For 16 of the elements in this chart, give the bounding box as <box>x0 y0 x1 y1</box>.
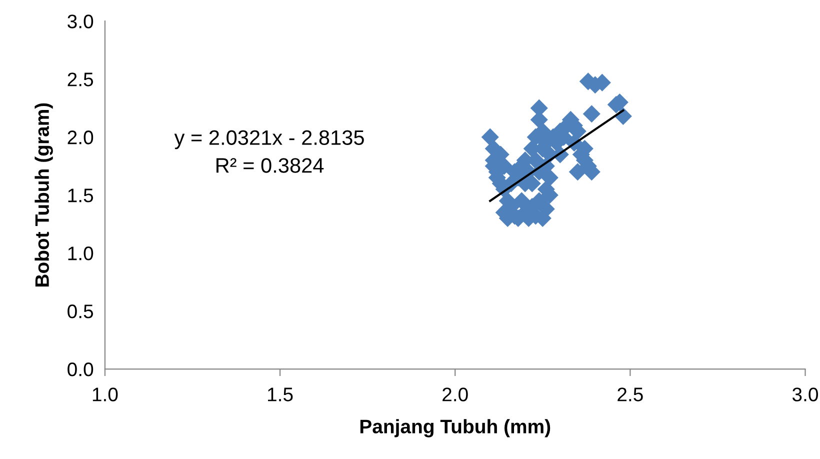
x-tick-label: 2.5 <box>618 388 643 402</box>
y-tick-label: 0.0 <box>68 362 94 376</box>
y-tick-label: 1.0 <box>68 246 94 260</box>
y-tick-label: 1.5 <box>68 188 94 202</box>
x-tick-label: 1.0 <box>92 388 118 402</box>
x-tick-label: 3.0 <box>792 388 818 402</box>
y-tick-label: 0.5 <box>68 304 94 318</box>
x-tick-label: 2.0 <box>442 388 468 402</box>
y-tick-label: 2.0 <box>68 130 94 144</box>
x-tick-label: 1.5 <box>268 388 293 402</box>
y-axis-title: Bobot Tubuh (gram) <box>34 103 53 286</box>
annotation: y = 2.0321x - 2.8135 <box>174 130 364 150</box>
y-tick-label: 2.5 <box>68 72 94 86</box>
y-tick-label: 3.0 <box>68 14 94 28</box>
x-axis-title: Panjang Tubuh (mm) <box>360 419 550 438</box>
annotation: R² = 0.3824 <box>216 158 324 173</box>
